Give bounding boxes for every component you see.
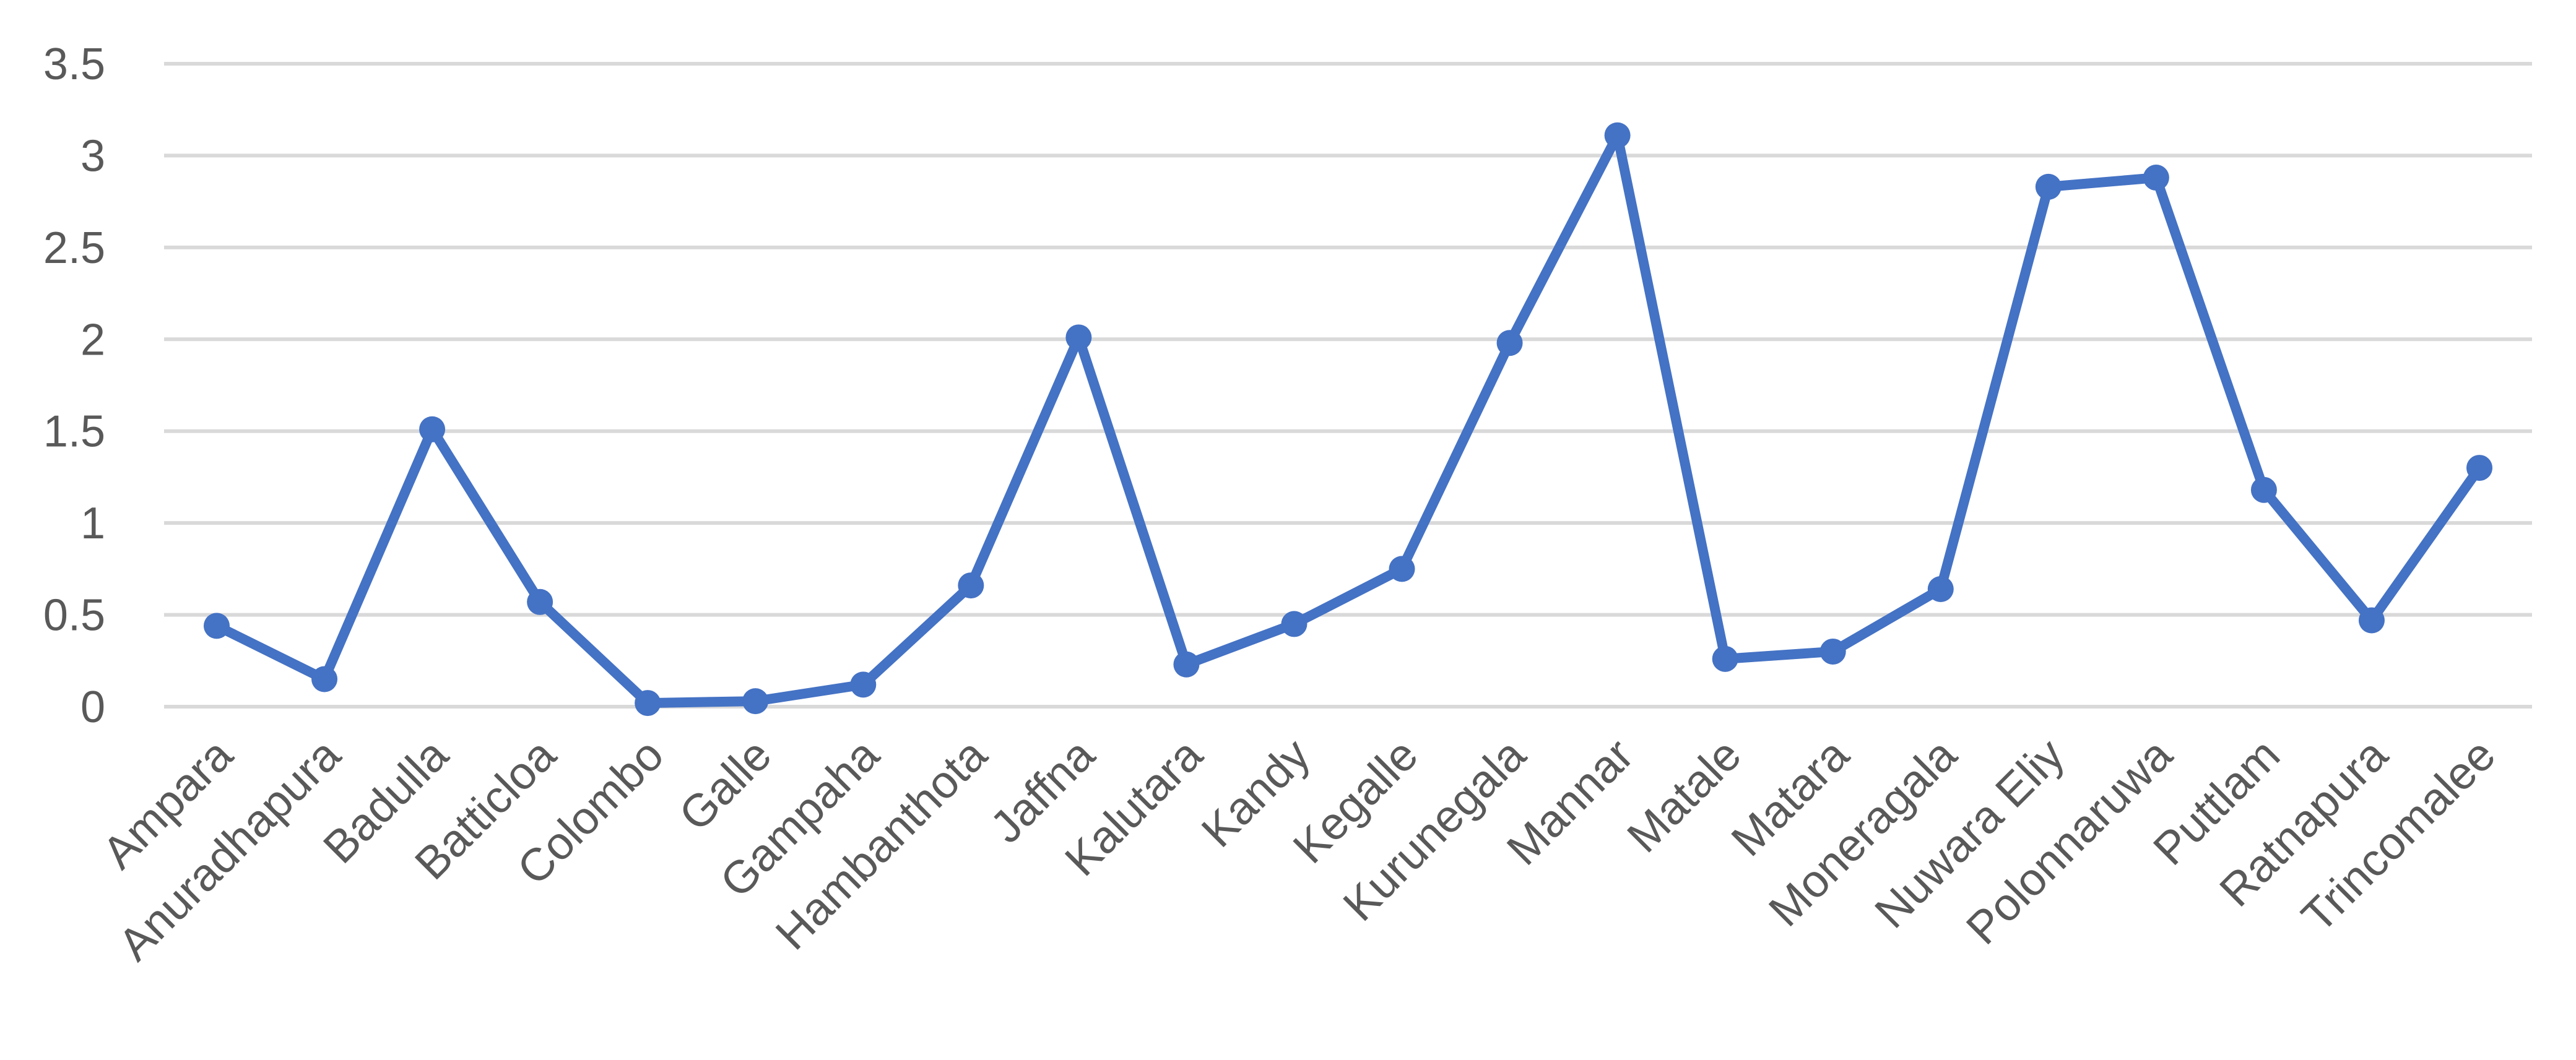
data-point (1927, 576, 1954, 603)
y-tick-label: 2 (80, 315, 105, 364)
y-axis-tick-labels: 0 0.5 1 1.5 2 2.5 3 3.5 (43, 40, 105, 732)
data-point (1173, 651, 1200, 678)
data-point (1065, 324, 1092, 351)
data-point (1281, 611, 1308, 637)
y-tick-label: 0.5 (43, 591, 105, 640)
data-point (850, 671, 877, 698)
y-tick-label: 0 (80, 683, 105, 732)
data-point (419, 416, 446, 442)
series-line (212, 130, 2484, 709)
data-point (527, 588, 553, 615)
data-point (2250, 476, 2277, 503)
x-tick-label: Matale (1617, 729, 1751, 863)
data-point (2466, 455, 2492, 481)
data-point (742, 688, 769, 715)
y-tick-label: 2.5 (43, 223, 105, 273)
gridlines (164, 62, 2532, 709)
y-tick-label: 1.5 (43, 407, 105, 457)
series-layer (204, 122, 2492, 717)
x-axis-tick-labels: AmparaAnuradhapuraBadullaBatticloaColomb… (92, 728, 2505, 970)
data-point (2358, 607, 2385, 634)
data-point (1604, 122, 1631, 149)
data-point (1496, 330, 1523, 356)
y-tick-label: 1 (80, 499, 105, 548)
data-point (311, 666, 338, 692)
data-point (2143, 165, 2169, 191)
data-point (1712, 645, 1738, 672)
y-tick-label: 3.5 (43, 40, 105, 89)
data-point (204, 613, 230, 639)
data-point (1389, 556, 1415, 582)
data-point (2035, 173, 2062, 200)
y-tick-label: 3 (80, 131, 105, 181)
data-point (635, 690, 661, 717)
data-point (958, 572, 984, 599)
data-point (1819, 638, 1846, 665)
